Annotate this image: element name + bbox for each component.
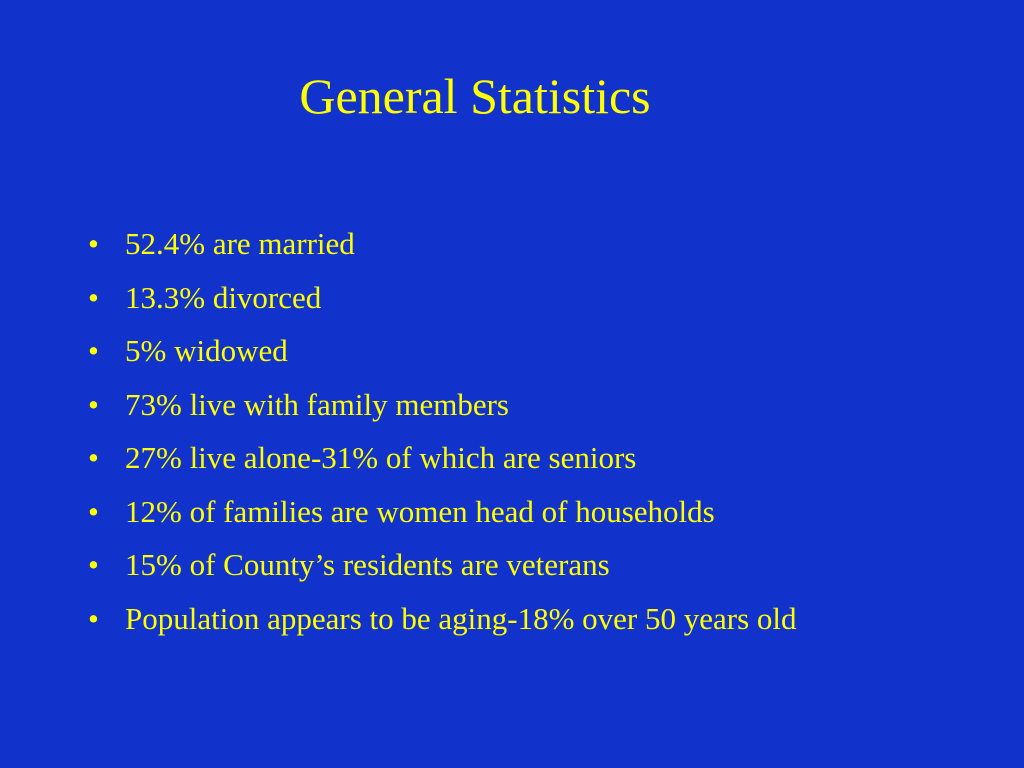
bullet-item: 5% widowed bbox=[88, 333, 948, 369]
bullet-list: 52.4% are married 13.3% divorced 5% widowe… bbox=[88, 226, 948, 654]
bullet-item: 73% live with family members bbox=[88, 387, 948, 423]
bullet-item: 12% of families are women head of househ… bbox=[88, 494, 948, 530]
bullet-item: Population appears to be aging-18% over … bbox=[88, 601, 948, 637]
bullet-item: 52.4% are married bbox=[88, 226, 948, 262]
bullet-item: 15% of County’s residents are veterans bbox=[88, 547, 948, 583]
bullet-item: 13.3% divorced bbox=[88, 280, 948, 316]
slide-title: General Statistics bbox=[299, 68, 651, 124]
bullet-item: 27% live alone-31% of which are seniors bbox=[88, 440, 948, 476]
